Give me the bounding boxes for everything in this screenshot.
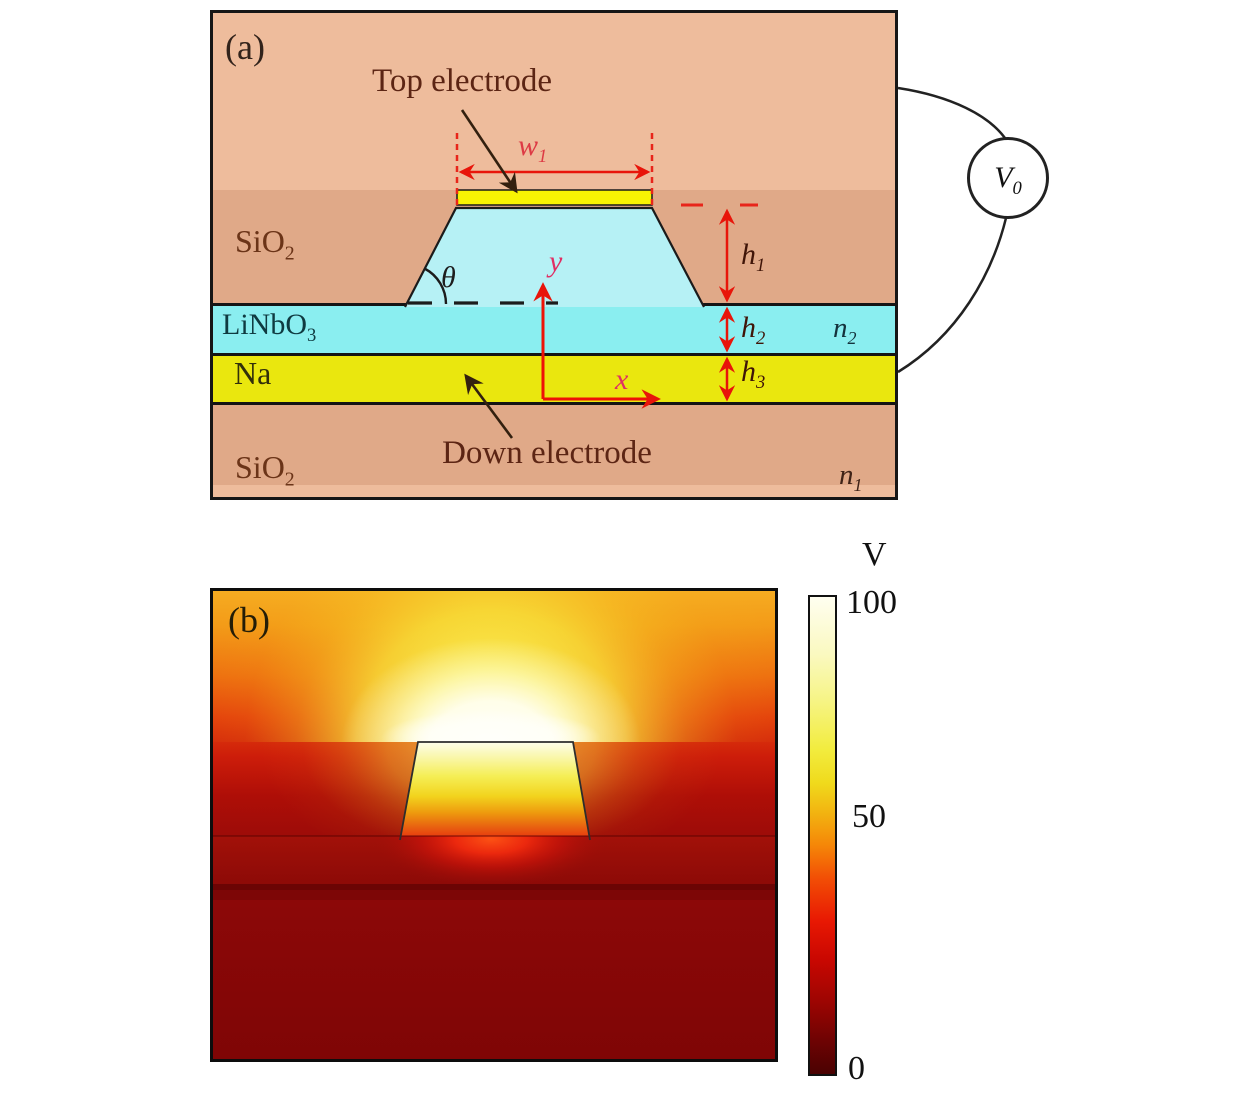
voltage-source-symbol: V0 bbox=[967, 137, 1049, 219]
h2-dimension-label: h2 bbox=[741, 311, 766, 349]
down-electrode-label: Down electrode bbox=[442, 435, 652, 471]
v0-label: V0 bbox=[994, 161, 1022, 199]
panel-b-border bbox=[210, 588, 778, 1062]
sio2-top-background-band bbox=[213, 13, 895, 190]
sio2-bottom-background-band bbox=[213, 485, 895, 497]
top-electrode-label: Top electrode bbox=[371, 63, 553, 99]
heatmap-ridge-outline bbox=[399, 741, 591, 841]
field-slab-glow bbox=[371, 836, 611, 884]
n1-refractive-label: n1 bbox=[839, 459, 863, 495]
field-electrode-hotspot bbox=[381, 710, 601, 742]
colorbar-tick-50: 50 bbox=[852, 798, 886, 835]
linbo3-slab bbox=[213, 306, 895, 353]
h1-dimension-label: h1 bbox=[741, 238, 766, 276]
linbo3-label: LiNbO3 bbox=[222, 308, 317, 346]
y-axis-label: y bbox=[549, 245, 563, 278]
w1-dimension-label: w1 bbox=[518, 129, 548, 167]
h3-dimension-label: h3 bbox=[741, 355, 766, 393]
colorbar-tick-100: 100 bbox=[846, 584, 897, 621]
theta-label: θ bbox=[441, 261, 456, 294]
na-layer bbox=[213, 356, 895, 402]
field-na-band bbox=[210, 890, 778, 900]
wire-top-electrode bbox=[897, 86, 1009, 142]
panel-b-heatmap: (b) bbox=[210, 588, 778, 1062]
down-electrode-pointer-arrow bbox=[464, 373, 514, 439]
top-electrode-strip bbox=[456, 189, 653, 206]
na-bottom-boundary bbox=[213, 402, 895, 405]
voltage-source-wires bbox=[897, 86, 1009, 374]
na-top-boundary bbox=[213, 353, 895, 356]
x-axis-label: x bbox=[615, 363, 629, 396]
field-ridge-interior bbox=[400, 742, 590, 840]
top-electrode-pointer-arrow bbox=[460, 109, 518, 194]
schematic-overlay bbox=[404, 109, 758, 439]
na-label: Na bbox=[234, 355, 272, 391]
ridge-trapezoid bbox=[405, 208, 704, 307]
sio2-top-label: SiO2 bbox=[235, 223, 295, 265]
n2-refractive-label: n2 bbox=[833, 312, 857, 348]
colorbar-tick-0: 0 bbox=[848, 1050, 865, 1087]
field-white-core bbox=[341, 638, 641, 742]
panel-b-label: (b) bbox=[228, 600, 270, 640]
wire-down-electrode bbox=[897, 217, 1008, 374]
colorbar-title: V bbox=[862, 536, 887, 573]
panel-a-label: (a) bbox=[225, 27, 265, 67]
heatmap-field bbox=[210, 588, 778, 1062]
theta-angle-arc bbox=[423, 267, 448, 305]
sio2-bottom-label: SiO2 bbox=[235, 449, 295, 491]
field-bottom-region bbox=[210, 900, 778, 1062]
ridge-outline bbox=[404, 206, 705, 308]
panel-a-schematic: (a) Top electrode SiO2 LiNbO3 Na SiO2 Do… bbox=[210, 10, 898, 500]
field-slab-top-line bbox=[210, 835, 778, 837]
colorbar bbox=[808, 595, 837, 1076]
field-electrode-dark-line bbox=[210, 884, 778, 890]
